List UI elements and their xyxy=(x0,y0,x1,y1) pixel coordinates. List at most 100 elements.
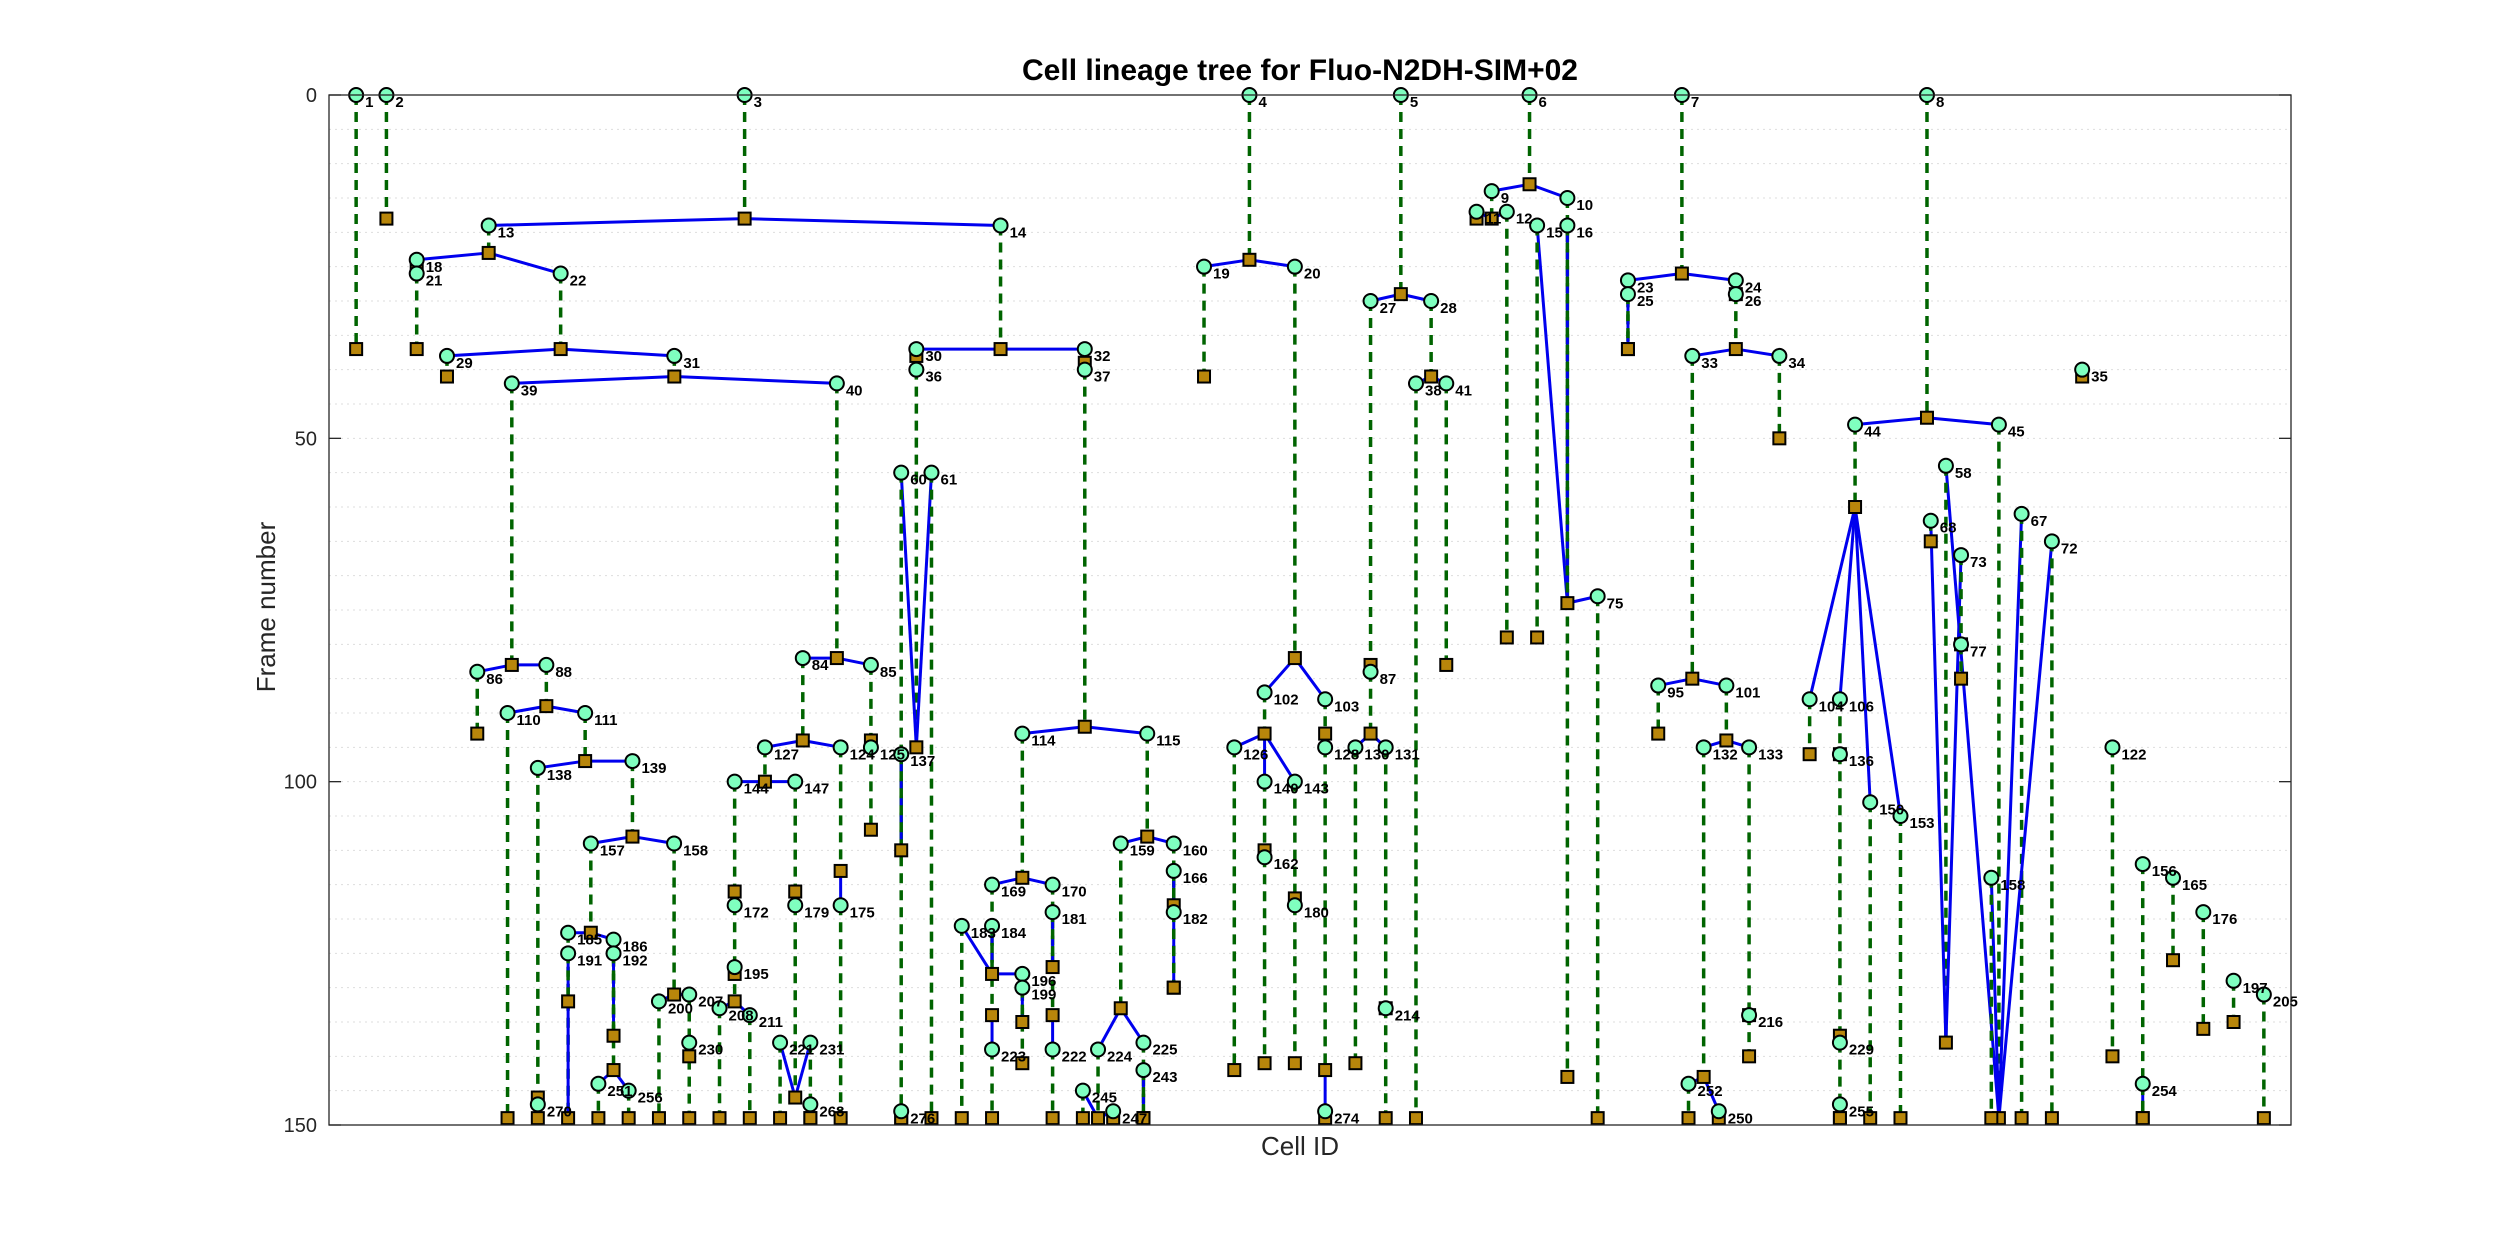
cell-end-marker xyxy=(1681,1111,1696,1126)
cell-id-label: 276 xyxy=(910,1110,935,1127)
cell-end-marker xyxy=(2014,1111,2029,1126)
cell-end-marker xyxy=(894,843,909,858)
cell-start-marker xyxy=(1831,691,1848,708)
cell-start-marker xyxy=(1529,217,1546,234)
cell-id-label: 130 xyxy=(1364,746,1389,763)
cell-end-marker xyxy=(2166,953,2181,968)
cell-id-label: 165 xyxy=(2182,877,2207,894)
cell-start-marker xyxy=(802,1096,819,1113)
cell-start-marker xyxy=(529,759,546,776)
cell-end-marker xyxy=(863,822,878,837)
cell-start-marker xyxy=(1727,286,1744,303)
cell-id-label: 73 xyxy=(1970,554,1987,571)
cell-end-marker xyxy=(1197,369,1212,384)
cell-id-label: 153 xyxy=(1909,815,1934,832)
division-link xyxy=(1535,225,1569,604)
cell-end-marker xyxy=(737,211,752,226)
division-link xyxy=(1854,416,1928,427)
cell-id-label: 197 xyxy=(2243,980,2268,997)
cell-end-marker xyxy=(1984,1111,1999,1126)
cell-id-label: 77 xyxy=(1970,643,1987,660)
cell-id-label: 166 xyxy=(1183,870,1208,887)
cell-id-label: 27 xyxy=(1380,300,1397,317)
division-link xyxy=(1022,725,1085,736)
division-link xyxy=(1926,416,2000,427)
cell-start-marker xyxy=(408,265,425,282)
cell-id-label: 252 xyxy=(1698,1083,1723,1100)
cell-start-marker xyxy=(1438,375,1455,392)
division-link xyxy=(1627,272,1683,282)
cell-id-label: 45 xyxy=(2008,424,2025,441)
cell-end-marker xyxy=(439,369,454,384)
cell-id-label: 95 xyxy=(1667,685,1684,702)
cell-end-marker xyxy=(561,994,576,1009)
cell-id-label: 38 xyxy=(1425,382,1442,399)
cell-id-label: 102 xyxy=(1274,691,1299,708)
cell-start-marker xyxy=(1256,684,1273,701)
cell-id-label: 103 xyxy=(1334,698,1359,715)
cell-end-marker xyxy=(1091,1111,1106,1126)
cell-start-marker xyxy=(605,945,622,962)
cell-end-marker xyxy=(530,1111,545,1126)
cell-id-label: 61 xyxy=(940,472,957,489)
cell-start-marker xyxy=(862,656,879,673)
cell-end-marker xyxy=(924,1111,939,1126)
cell-start-marker xyxy=(1112,835,1129,852)
division-link xyxy=(1853,506,1872,803)
cell-end-marker xyxy=(621,1111,636,1126)
cell-id-label: 128 xyxy=(1334,746,1359,763)
cell-end-marker xyxy=(1077,719,1092,734)
cell-start-marker xyxy=(1718,677,1735,694)
cell-id-label: 255 xyxy=(1849,1103,1874,1120)
cell-id-label: 185 xyxy=(577,932,602,949)
cell-id-label: 254 xyxy=(2152,1083,2178,1100)
cell-id-label: 256 xyxy=(638,1090,663,1107)
cell-start-marker xyxy=(1727,272,1744,289)
cell-id-label: 124 xyxy=(850,746,876,763)
cell-id-label: 84 xyxy=(812,657,829,674)
cell-start-marker xyxy=(1847,416,1864,433)
cell-end-marker xyxy=(833,863,848,878)
cell-start-marker xyxy=(1347,739,1364,756)
cell-end-marker xyxy=(1499,630,1514,645)
cell-start-marker xyxy=(2013,505,2030,522)
cell-id-label: 104 xyxy=(1819,698,1845,715)
cell-id-label: 86 xyxy=(486,671,503,688)
cell-start-marker xyxy=(1286,897,1303,914)
cell-id-label: 111 xyxy=(594,712,617,729)
cell-end-marker xyxy=(682,1111,697,1126)
cell-end-marker xyxy=(1923,534,1938,549)
division-link xyxy=(793,1042,812,1098)
division-link xyxy=(1853,506,1902,817)
cell-end-marker xyxy=(606,1063,621,1078)
cell-start-marker xyxy=(1165,835,1182,852)
cell-start-marker xyxy=(503,375,520,392)
cell-start-marker xyxy=(1165,904,1182,921)
cell-id-label: 39 xyxy=(521,382,538,399)
cell-id-label: 16 xyxy=(1576,224,1593,241)
cell-start-marker xyxy=(1680,1075,1697,1092)
cell-end-marker xyxy=(651,1111,666,1126)
cell-id-label: 137 xyxy=(910,753,935,770)
cell-id-label: 274 xyxy=(1334,1110,1360,1127)
cell-id-label: 131 xyxy=(1395,746,1420,763)
cell-start-marker xyxy=(984,1041,1001,1058)
cell-start-marker xyxy=(832,739,849,756)
cell-id-label: 230 xyxy=(698,1042,723,1059)
cell-start-marker xyxy=(1650,677,1667,694)
cell-end-marker xyxy=(1363,726,1378,741)
cell-end-marker xyxy=(1522,177,1537,192)
cell-id-label: 6 xyxy=(1539,94,1547,111)
cell-end-marker xyxy=(1045,960,1060,975)
cell-end-marker xyxy=(349,342,364,357)
cell-start-marker xyxy=(2134,1075,2151,1092)
cell-id-label: 144 xyxy=(744,781,770,798)
cell-end-marker xyxy=(1166,980,1181,995)
cell-id-label: 126 xyxy=(1243,746,1268,763)
cell-id-label: 60 xyxy=(910,472,927,489)
cell-id-label: 180 xyxy=(1304,904,1329,921)
cell-id-label: 147 xyxy=(804,781,829,798)
cell-start-marker xyxy=(1937,457,1954,474)
cell-id-label: 122 xyxy=(2121,746,2146,763)
cell-id-label: 58 xyxy=(1955,465,1972,482)
